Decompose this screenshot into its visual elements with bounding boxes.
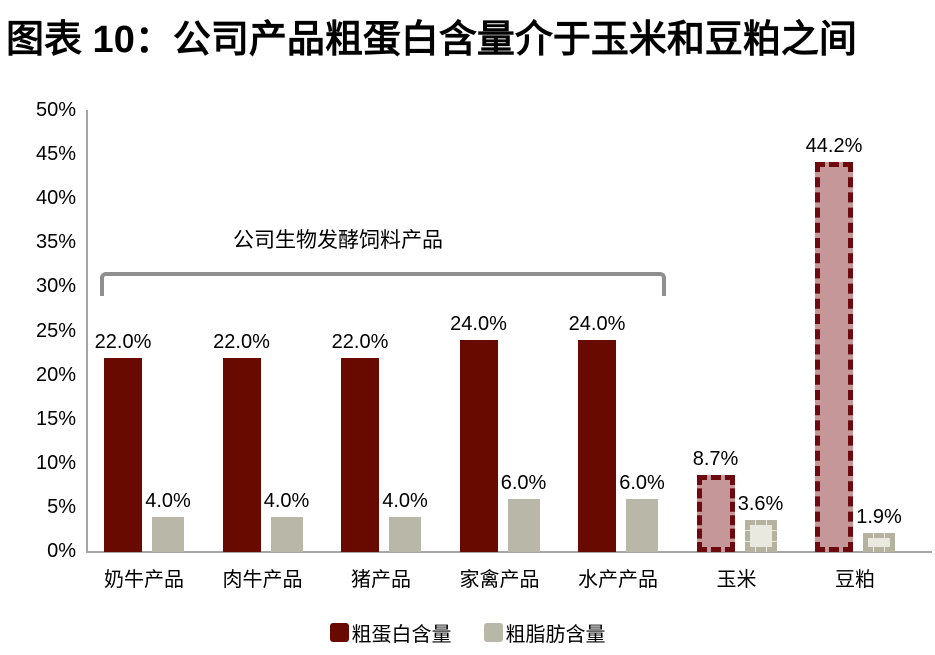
protein-bar — [815, 162, 853, 552]
fat-value-label: 1.9% — [856, 506, 902, 528]
y-axis-tick-label: 35% — [35, 231, 76, 254]
category-label: 猪产品 — [351, 569, 411, 591]
legend-item-protein: 粗蛋白含量 — [329, 618, 452, 647]
category-label: 豆粕 — [835, 569, 875, 591]
y-axis-tick-label: 15% — [35, 407, 76, 430]
category-label: 玉米 — [716, 569, 757, 591]
y-axis-tick-label: 5% — [47, 495, 76, 518]
protein-legend-swatch-icon — [329, 623, 349, 642]
protein-value-label: 22.0% — [94, 330, 152, 353]
group-bracket — [100, 272, 666, 296]
protein-bar — [341, 357, 379, 552]
fat-bar — [270, 516, 303, 552]
fat-legend-swatch-icon — [483, 623, 503, 642]
protein-value-label: 22.0% — [331, 330, 389, 353]
fat-value-label: 4.0% — [145, 489, 191, 512]
protein-value-label: 8.7% — [692, 448, 739, 471]
protein-value-label: 24.0% — [568, 313, 626, 336]
protein-bar — [696, 475, 735, 552]
protein-value-label: 44.2% — [805, 135, 863, 158]
protein-value-label: 22.0% — [213, 330, 270, 353]
legend-label-fat: 粗脂肪含量 — [505, 624, 606, 646]
y-axis-tick-label: 45% — [35, 143, 76, 166]
legend-label-protein: 粗蛋白含量 — [351, 624, 452, 646]
y-axis-tick-label: 0% — [47, 540, 76, 562]
fat-value-label: 4.0% — [263, 489, 310, 512]
category-label: 肉牛产品 — [222, 569, 303, 591]
fat-bar — [152, 516, 184, 552]
y-axis-tick-label: 10% — [35, 451, 76, 474]
fat-bar — [389, 516, 421, 552]
fat-bar — [863, 533, 895, 552]
category-label: 家禽产品 — [459, 569, 540, 591]
category-label: 奶牛产品 — [104, 569, 184, 591]
fat-value-label: 6.0% — [500, 472, 547, 495]
fat-bar — [507, 499, 540, 552]
y-axis-tick-label: 40% — [35, 187, 76, 210]
group-annotation-label: 公司生物发酵饲料产品 — [233, 229, 443, 252]
chart-legend: 粗蛋白含量 粗脂肪含量 — [0, 618, 935, 647]
fat-value-label: 3.6% — [737, 493, 784, 516]
protein-bar — [578, 340, 616, 552]
y-axis-tick-label: 20% — [35, 363, 76, 386]
fat-value-label: 4.0% — [382, 489, 428, 512]
protein-value-label: 24.0% — [450, 313, 507, 336]
protein-bar — [222, 357, 261, 552]
y-axis-tick-label: 25% — [35, 319, 76, 342]
chart-title: 图表 10：公司产品粗蛋白含量介于玉米和豆粕之间 — [6, 19, 857, 61]
legend-item-fat: 粗脂肪含量 — [483, 618, 606, 647]
fat-value-label: 6.0% — [619, 472, 665, 495]
x-axis-line — [86, 551, 932, 553]
category-label: 水产产品 — [578, 569, 658, 591]
fat-bar — [626, 499, 658, 552]
protein-bar — [459, 340, 498, 552]
fat-bar — [744, 520, 777, 552]
y-axis-tick-label: 30% — [35, 275, 76, 298]
y-axis-line — [86, 110, 88, 553]
y-axis-tick-label: 50% — [35, 99, 76, 121]
protein-bar — [104, 357, 142, 552]
